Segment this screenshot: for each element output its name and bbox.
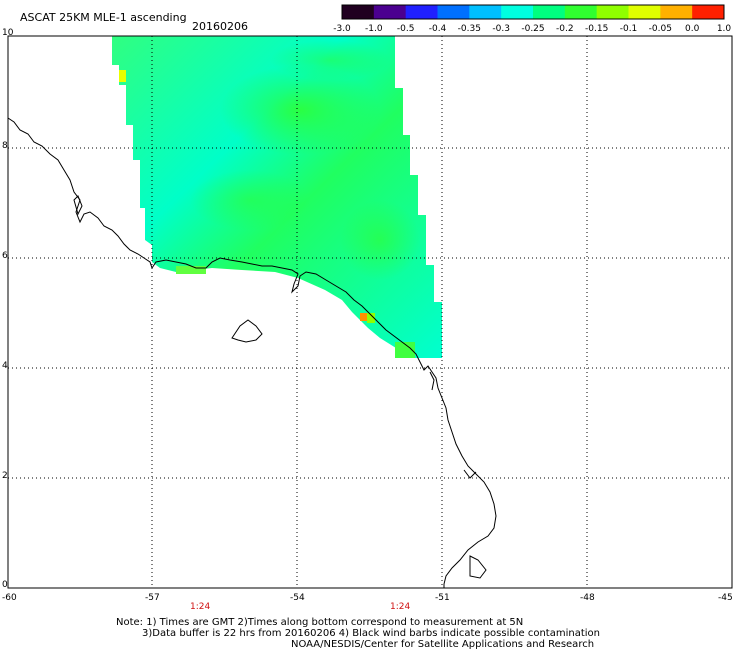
colorbar-swatch	[660, 5, 693, 19]
note-line-2: 3)Data buffer is 22 hrs from 20160206 4)…	[142, 628, 600, 639]
y-tick-label: 10	[2, 28, 14, 38]
swath-time-label: 1:24	[190, 602, 211, 612]
x-tick-label: -48	[580, 593, 595, 603]
colorbar-swatch	[564, 5, 598, 19]
x-tick-label: -54	[290, 593, 305, 603]
data-swath	[112, 36, 442, 358]
colorbar-label: 1.0	[716, 24, 732, 34]
colorbar-swatch	[692, 5, 725, 19]
colorbar-label: -0.15	[585, 24, 609, 34]
note-line-3: NOAA/NESDIS/Center for Satellite Applica…	[291, 639, 595, 650]
x-tick-label: -60	[2, 593, 17, 603]
lat-lon-grid	[8, 36, 732, 588]
y-tick-label: 6	[2, 251, 8, 261]
map-date: 20160206	[192, 20, 248, 33]
colorbar-swatch	[342, 5, 375, 19]
colorbar	[341, 4, 725, 20]
map-title: ASCAT 25KM MLE-1 ascending	[20, 11, 187, 24]
colorbar-label: -0.2	[556, 24, 574, 34]
y-tick-label: 8	[2, 141, 8, 151]
y-tick-label: 0	[2, 580, 8, 590]
colorbar-label: -0.3	[492, 24, 510, 34]
colorbar-label: -0.4	[428, 24, 447, 34]
plot-frame	[7, 35, 733, 589]
coastline	[7, 117, 497, 588]
colorbar-label: -0.05	[648, 24, 672, 34]
colorbar-label: -0.25	[521, 24, 545, 34]
y-tick-label: 2	[2, 471, 8, 481]
swath-time-label: 1:24	[390, 602, 411, 612]
colorbar-label: -3.0	[333, 24, 351, 34]
colorbar-label: -0.1	[619, 24, 638, 34]
colorbar-swatch	[533, 5, 566, 19]
note-line-1: Note: 1) Times are GMT 2)Times along bot…	[116, 617, 524, 628]
colorbar-swatch	[628, 5, 661, 19]
colorbar-label: 0.0	[684, 24, 700, 34]
colorbar-label: -0.5	[396, 24, 415, 34]
colorbar-label: -0.35	[457, 24, 481, 34]
colorbar-swatch	[437, 5, 470, 19]
colorbar-swatch	[373, 5, 407, 19]
colorbar-frame	[341, 4, 725, 20]
x-tick-label: -45	[718, 593, 733, 603]
colorbar-swatch	[596, 5, 629, 19]
colorbar-swatch	[469, 5, 502, 19]
x-tick-label: -51	[435, 593, 450, 603]
colorbar-swatch	[501, 5, 534, 19]
y-tick-label: 4	[2, 361, 8, 371]
colorbar-label: -1.0	[365, 24, 383, 34]
x-tick-label: -57	[145, 593, 160, 603]
colorbar-swatch	[405, 5, 438, 19]
